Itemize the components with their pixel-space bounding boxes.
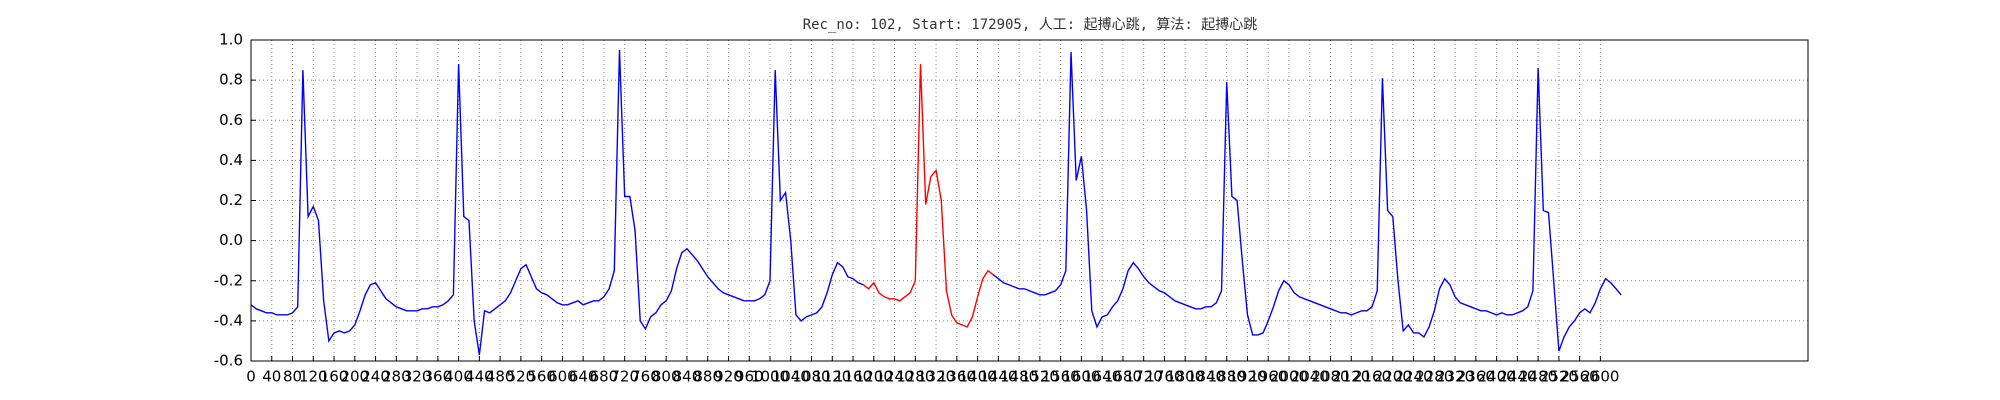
x-tick-label: 2040 xyxy=(1291,368,1329,386)
x-tick-label: 200 xyxy=(340,368,369,386)
x-tick-label: 440 xyxy=(465,368,494,386)
x-tick-label: 2080 xyxy=(1311,368,1349,386)
y-tick-label: 0.0 xyxy=(219,231,243,249)
x-tick-label: 2000 xyxy=(1270,368,1308,386)
x-tick-label: 240 xyxy=(361,368,390,386)
ecg-line xyxy=(862,64,994,328)
y-tick-label: -0.4 xyxy=(214,311,243,329)
x-tick-label: 1160 xyxy=(834,368,872,386)
x-tick-label: 2480 xyxy=(1519,368,1557,386)
x-tick-label: 2360 xyxy=(1457,368,1495,386)
x-tick-label: 2440 xyxy=(1498,368,1536,386)
x-tick-label: 1600 xyxy=(1062,368,1100,386)
y-tick-label: 0.6 xyxy=(219,111,243,129)
ecg-line xyxy=(250,50,1622,356)
y-tick-label: -0.2 xyxy=(214,271,243,289)
x-tick-label: 2280 xyxy=(1415,368,1453,386)
x-tick-label: 1040 xyxy=(772,368,810,386)
x-tick-label: 360 xyxy=(424,368,453,386)
x-tick-label: 920 xyxy=(714,368,743,386)
x-tick-label: 0 xyxy=(246,368,256,386)
x-tick-label: 1960 xyxy=(1249,368,1287,386)
x-tick-label: 80 xyxy=(283,368,302,386)
x-tick-label: 1880 xyxy=(1208,368,1246,386)
x-tick-label: 2160 xyxy=(1353,368,1391,386)
x-tick-label: 1280 xyxy=(896,368,934,386)
x-tick-label: 1400 xyxy=(959,368,997,386)
x-tick-label: 2320 xyxy=(1436,368,1474,386)
x-tick-label: 1640 xyxy=(1083,368,1121,386)
x-tick-label: 520 xyxy=(507,368,536,386)
x-tick-label: 320 xyxy=(403,368,432,386)
y-tick-label: 0.2 xyxy=(219,191,243,209)
x-tick-label: 1720 xyxy=(1125,368,1163,386)
x-tick-label: 480 xyxy=(486,368,515,386)
plot-frame xyxy=(250,39,1809,362)
x-tick-label: 1240 xyxy=(875,368,913,386)
x-tick-label: 2120 xyxy=(1332,368,1370,386)
x-tick-label: 1360 xyxy=(938,368,976,386)
x-tick-label: 1080 xyxy=(792,368,830,386)
x-tick-label: 680 xyxy=(590,368,619,386)
x-tick-label: 1680 xyxy=(1104,368,1142,386)
x-tick-label: 1760 xyxy=(1145,368,1183,386)
x-tick-label: 2400 xyxy=(1478,368,1516,386)
x-tick-label: 2560 xyxy=(1561,368,1599,386)
x-tick-label: 120 xyxy=(299,368,328,386)
x-tick-label: 1320 xyxy=(917,368,955,386)
chart-title: Rec_no: 102, Start: 172905, 人工: 起搏心跳, 算法… xyxy=(803,16,1258,33)
x-tick-label: 1440 xyxy=(979,368,1017,386)
x-tick-label: 1200 xyxy=(855,368,893,386)
x-tick-label: 640 xyxy=(569,368,598,386)
x-tick-label: 840 xyxy=(673,368,702,386)
x-tick-label: 2200 xyxy=(1374,368,1412,386)
x-tick-label: 40 xyxy=(262,368,281,386)
x-tick-label: 2520 xyxy=(1540,368,1578,386)
x-tick-label: 2600 xyxy=(1581,368,1619,386)
x-tick-label: 1520 xyxy=(1021,368,1059,386)
x-tick-label: 1840 xyxy=(1187,368,1225,386)
x-tick-label: 1800 xyxy=(1166,368,1204,386)
x-tick-label: 2240 xyxy=(1394,368,1432,386)
y-tick-label: 0.8 xyxy=(219,71,243,89)
x-tick-label: 160 xyxy=(320,368,349,386)
x-tick-label: 1480 xyxy=(1000,368,1038,386)
x-tick-label: 800 xyxy=(652,368,681,386)
x-tick-label: 560 xyxy=(527,368,556,386)
x-tick-label: 280 xyxy=(382,368,411,386)
y-tick-label: -0.6 xyxy=(214,352,243,370)
x-tick-label: 1120 xyxy=(813,368,851,386)
y-tick-label: 1.0 xyxy=(219,31,243,49)
x-tick-label: 1920 xyxy=(1228,368,1266,386)
x-tick-label: 1000 xyxy=(751,368,789,386)
x-tick-label: 600 xyxy=(548,368,577,386)
x-tick-label: 760 xyxy=(631,368,660,386)
x-tick-label: 720 xyxy=(610,368,639,386)
x-tick-label: 1560 xyxy=(1042,368,1080,386)
y-tick-label: 0.4 xyxy=(219,151,243,169)
x-tick-label: 960 xyxy=(735,368,764,386)
x-tick-label: 880 xyxy=(693,368,722,386)
x-tick-label: 400 xyxy=(444,368,473,386)
